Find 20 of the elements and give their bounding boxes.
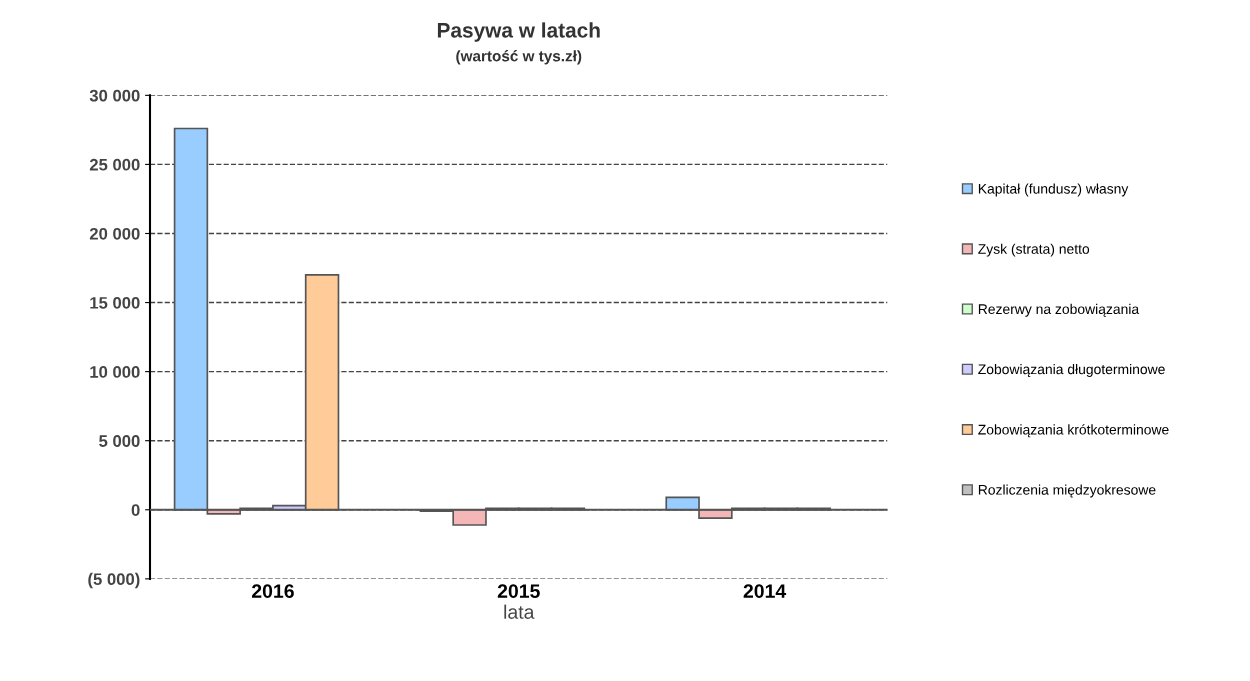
- y-tick-label: 10 000: [90, 366, 140, 378]
- legend-label: Rozliczenia międzyokresowe: [978, 484, 1156, 498]
- y-tick-label: 25 000: [89, 158, 140, 171]
- y-tick-label: 0: [131, 504, 140, 516]
- legend-label: Zobowiązania krótkoterminowe: [978, 424, 1169, 438]
- x-tick-label: 2015: [497, 584, 540, 598]
- y-tick-label: 5 000: [99, 435, 140, 447]
- legend-label: Rezerwy na zobowiązania: [978, 303, 1140, 317]
- x-tick-label: 2016: [251, 584, 294, 598]
- legend-label: Zobowiązania długoterminowe: [978, 364, 1165, 377]
- y-tick-label: 15 000: [90, 296, 140, 309]
- legend-label: Kapitał (fundusz) własny: [978, 183, 1129, 197]
- y-tick-label: (5 000): [88, 572, 140, 589]
- y-tick-label: 20 000: [89, 227, 140, 240]
- x-tick-label: 2014: [743, 584, 787, 598]
- legend-label: Zysk (strata) netto: [978, 243, 1090, 257]
- y-tick-label: 30 000: [89, 89, 140, 102]
- chart-title: Pasywa w latach: [437, 22, 600, 42]
- chart-subtitle: (wartość w tys.zł): [456, 50, 582, 65]
- x-axis-title: lata: [504, 604, 535, 619]
